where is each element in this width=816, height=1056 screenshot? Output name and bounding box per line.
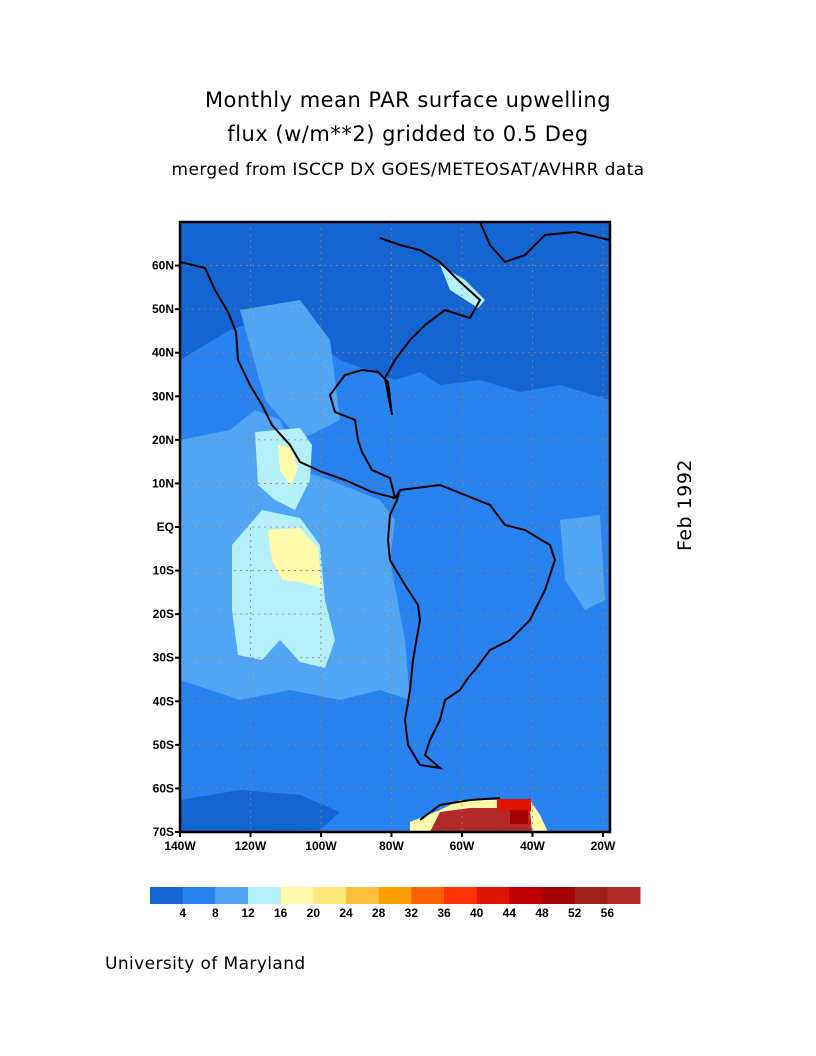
region-low-flux-north (180, 222, 610, 400)
lat-tick-label: 50S (153, 738, 174, 752)
colorbar-label: 44 (503, 906, 517, 920)
lat-tick-label: 30S (153, 651, 174, 665)
colorbar-swatch (280, 887, 314, 904)
colorbar-swatch (476, 887, 510, 904)
colorbar-label: 32 (405, 906, 419, 920)
lat-tick-label: 10S (153, 564, 174, 578)
colorbar-label: 48 (535, 906, 549, 920)
colorbar-label: 40 (470, 906, 484, 920)
colorbar-label: 4 (179, 906, 186, 920)
colorbar-label: 28 (372, 906, 386, 920)
coast-antarctic (419, 797, 501, 821)
title-line-2: flux (w/m**2) gridded to 0.5 Deg (227, 122, 589, 146)
lat-tick-label: EQ (157, 520, 174, 534)
colorbar-swatch (346, 887, 380, 904)
lat-tick-label: 40S (153, 694, 174, 708)
colorbar-swatch (411, 887, 445, 904)
coast-na-west (180, 261, 401, 500)
colorbar-label: 52 (568, 906, 582, 920)
lon-tick-label: 60W (450, 839, 475, 853)
colorbar: 4 8 12 16 20 24 28 32 36 40 44 48 52 56 (150, 887, 641, 920)
lon-tick-label: 120W (235, 839, 267, 853)
coast-south-america (386, 483, 557, 770)
lat-tick-label: 30N (152, 389, 174, 403)
lon-tick-label: 80W (379, 839, 404, 853)
coast-greenland (479, 222, 610, 264)
map-field (180, 222, 610, 832)
region-low-flux-south (180, 790, 340, 832)
colorbar-label: 16 (274, 906, 288, 920)
lat-tick-label: 10N (152, 476, 174, 490)
axis-ticks: 60N 50N 40N 30N 20N 10N EQ 10S 20S 30S 40S 50S 60S 70… (152, 259, 616, 853)
colorbar-swatch (542, 887, 576, 904)
colorbar-label: 24 (339, 906, 353, 920)
colorbar-swatch (248, 887, 282, 904)
colorbar-swatch (574, 887, 608, 904)
region-yellow-south (268, 528, 322, 588)
title-line-3: merged from ISCCP DX GOES/METEOSAT/AVHRR… (171, 160, 645, 180)
lat-tick-label: 70S (153, 825, 174, 839)
region-atlantic-mid (560, 515, 605, 610)
date-label: Feb 1992 (674, 458, 696, 552)
coast-na-east (328, 237, 482, 499)
colorbar-label: 36 (437, 906, 451, 920)
lat-tick-label: 20S (153, 607, 174, 621)
lon-tick-label: 140W (164, 839, 196, 853)
colorbar-swatch (313, 887, 347, 904)
region-labrador (440, 265, 485, 308)
colorbar-label: 20 (307, 906, 321, 920)
colorbar-swatch (509, 887, 543, 904)
lon-tick-label: 40W (520, 839, 545, 853)
colorbar-label: 56 (601, 906, 615, 920)
region-na-west (240, 300, 340, 440)
lat-tick-label: 40N (152, 346, 174, 360)
coastlines (180, 222, 610, 821)
lon-tick-label: 100W (305, 839, 337, 853)
lon-tick-label: 20W (591, 839, 616, 853)
lat-tick-label: 50N (152, 302, 174, 316)
title-line-1: Monthly mean PAR surface upwelling (204, 88, 612, 112)
credit-label: University of Maryland (105, 954, 306, 974)
region-antarctic-red2 (497, 799, 531, 811)
colorbar-swatch (607, 887, 641, 904)
lat-tick-label: 60N (152, 259, 174, 273)
colorbar-swatch (215, 887, 249, 904)
region-antarctic-red3 (510, 810, 528, 824)
colorbar-swatch (150, 887, 184, 904)
region-antarctic-red (430, 808, 532, 832)
lat-tick-label: 20N (152, 433, 174, 447)
colorbar-swatch (444, 887, 478, 904)
lat-tick-label: 60S (153, 781, 174, 795)
region-yellow-north (278, 445, 298, 485)
colorbar-label: 12 (241, 906, 255, 920)
colorbar-swatch (182, 887, 216, 904)
colorbar-swatch (378, 887, 412, 904)
colorbar-label: 8 (212, 906, 219, 920)
